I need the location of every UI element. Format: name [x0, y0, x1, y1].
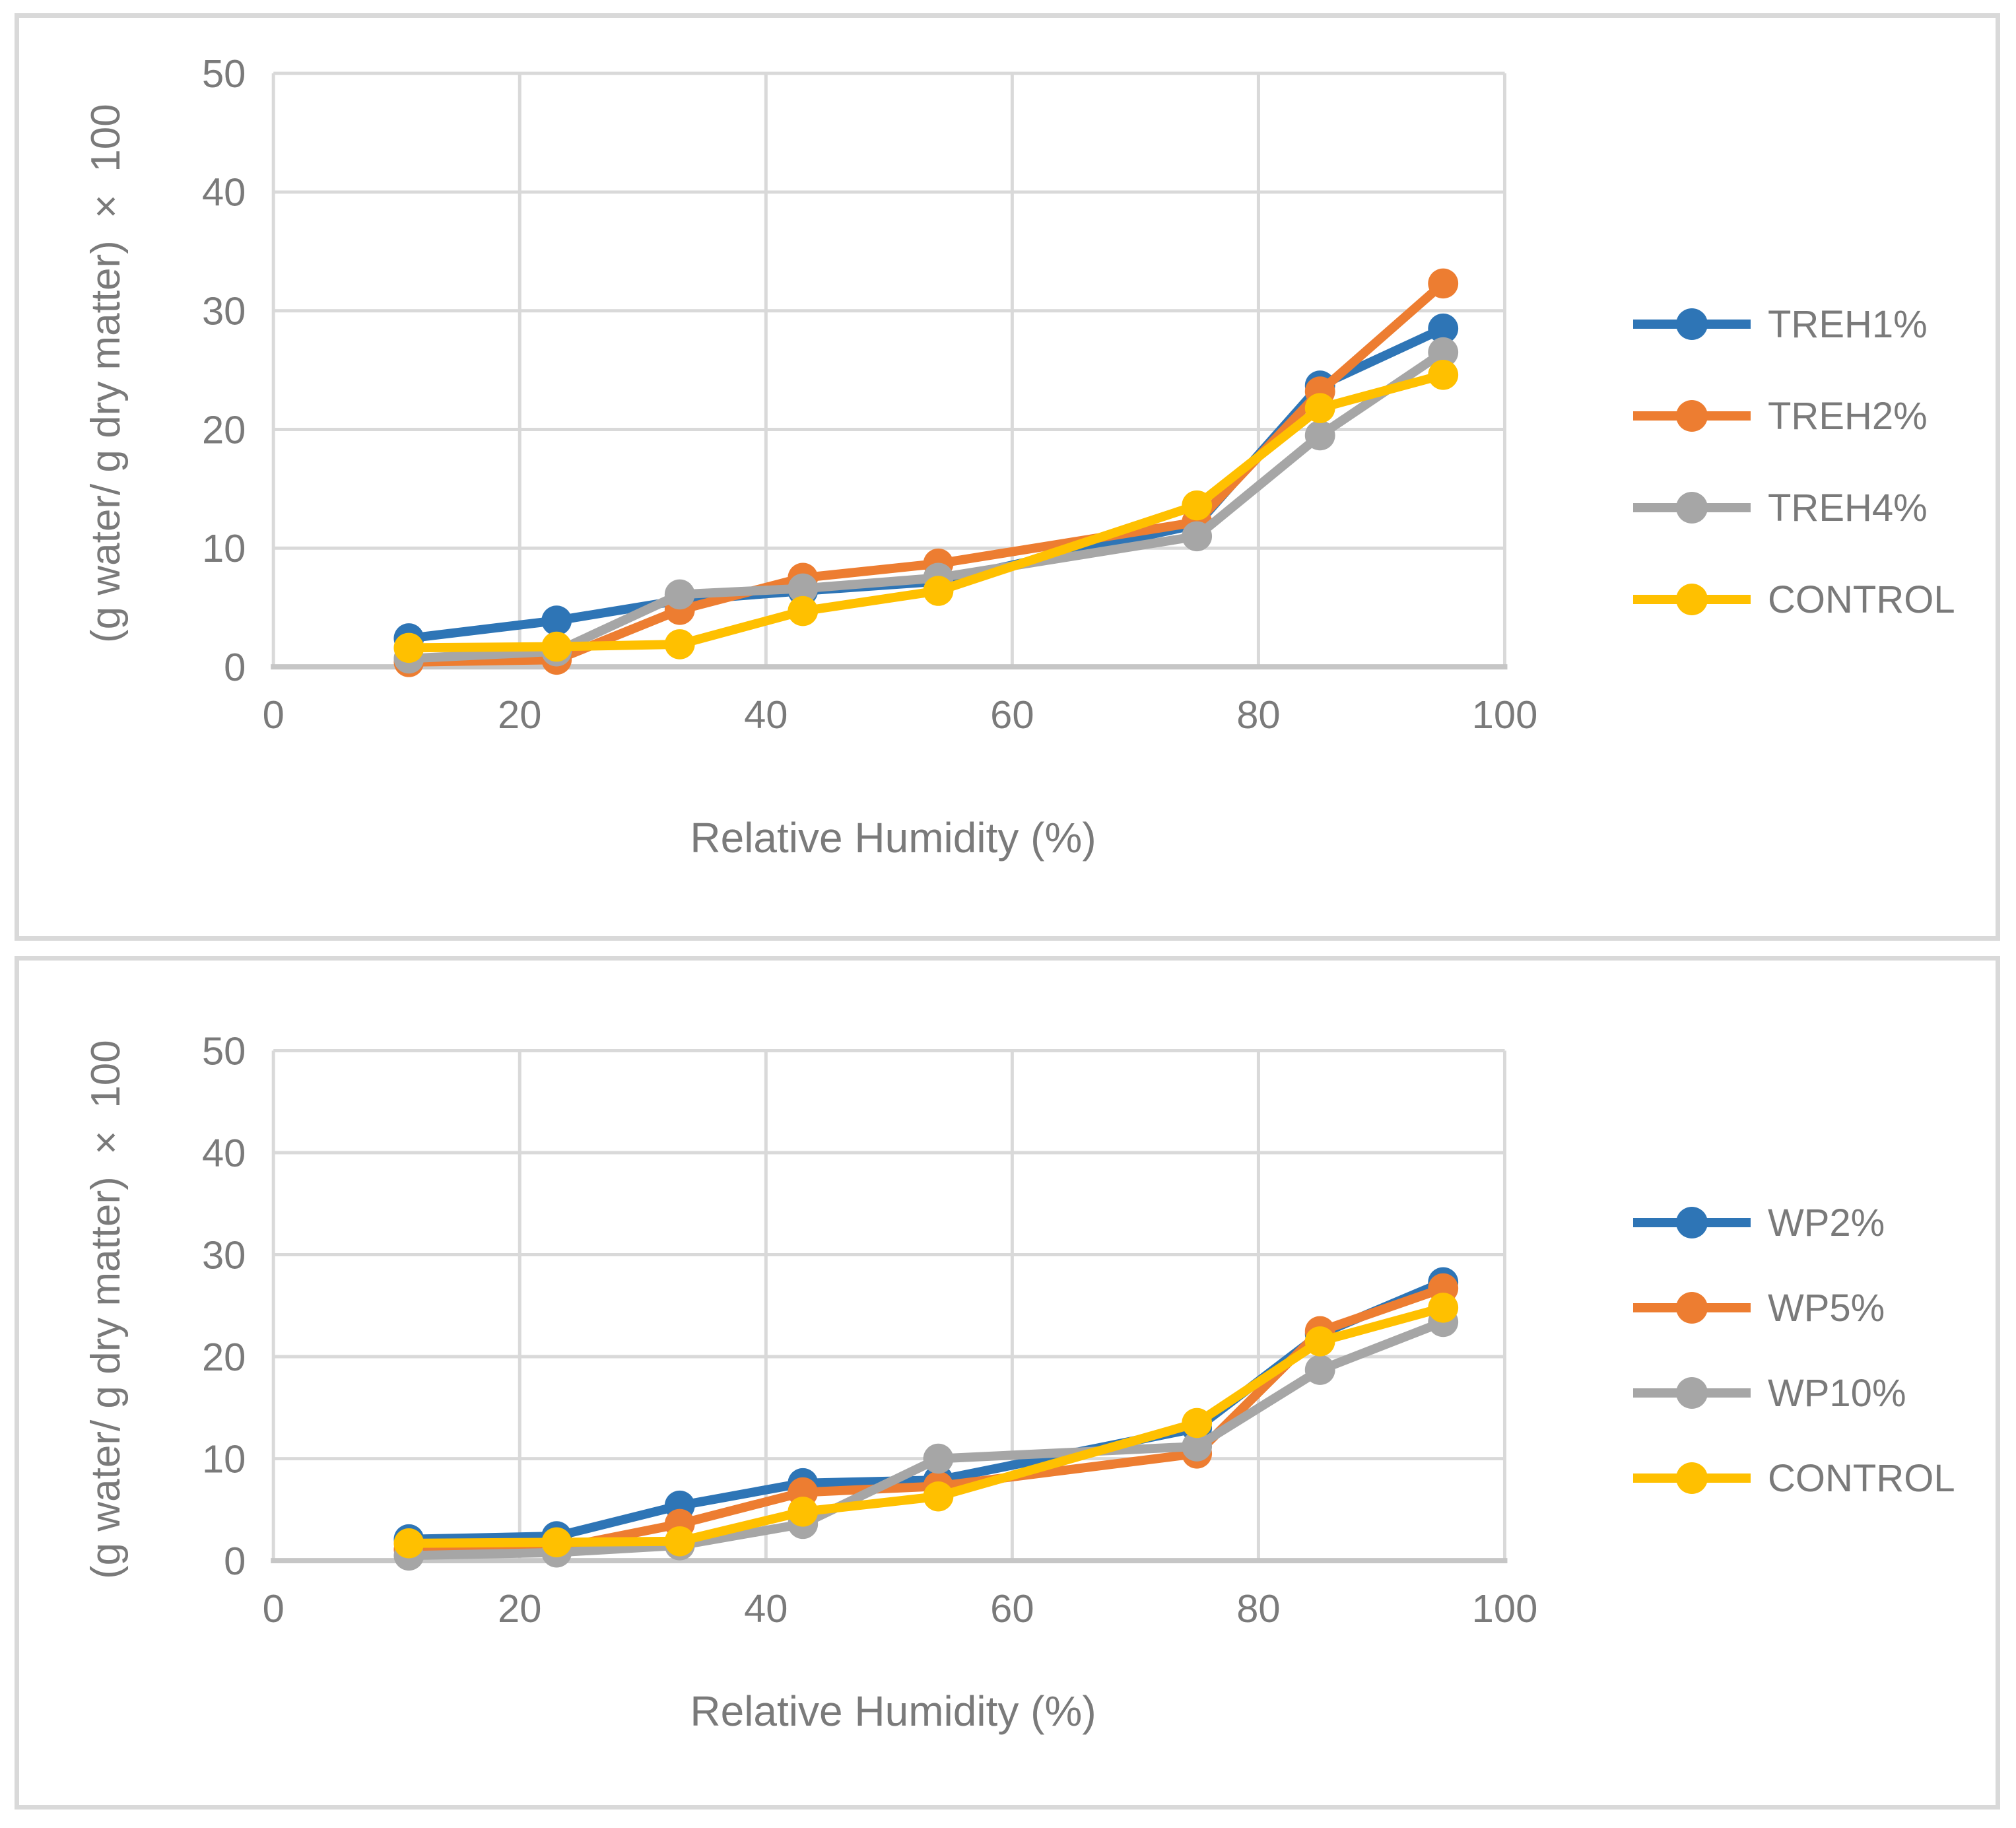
legend-label: TREH1%: [1768, 302, 1928, 346]
series-line-TREH2%: [404, 279, 1448, 667]
legend-label: TREH4%: [1768, 486, 1928, 529]
data-point-TREH4%: [664, 579, 695, 610]
data-point-TREH4%: [1182, 521, 1213, 552]
x-tick-label: 0: [263, 693, 285, 737]
series-line-CONTROL: [404, 1303, 1448, 1548]
legend-label: WP10%: [1768, 1371, 1906, 1415]
y-tick-label: 10: [202, 526, 246, 570]
data-point-TREH4%: [1428, 337, 1459, 368]
data-point-WP10%: [1182, 1431, 1213, 1462]
data-point-CONTROL: [788, 595, 819, 626]
legend-marker-dot: [1676, 492, 1708, 524]
y-tick-label: 50: [202, 51, 246, 96]
legend-item-TREH1%: TREH1%: [1633, 294, 1928, 355]
x-tick-label: 40: [744, 1586, 788, 1631]
data-point-CONTROL: [1182, 490, 1213, 521]
legend-label: TREH2%: [1768, 394, 1928, 438]
data-point-CONTROL: [393, 632, 424, 663]
legend-marker-dot: [1676, 1377, 1708, 1409]
y-tick-label: 20: [202, 1335, 246, 1379]
x-axis-title: Relative Humidity (%): [690, 814, 1096, 862]
x-tick-label: 40: [744, 693, 788, 737]
legend-label: CONTROL: [1768, 1456, 1955, 1500]
legend-key-icon: [1633, 492, 1751, 524]
legend-item-WP5%: WP5%: [1633, 1277, 1885, 1338]
legend-label: WP5%: [1768, 1286, 1885, 1330]
legend-label: WP2%: [1768, 1201, 1885, 1244]
y-tick-label: 30: [202, 289, 246, 333]
data-point-TREH4%: [788, 573, 819, 604]
legend-key-icon: [1633, 584, 1751, 615]
data-point-TREH1%: [541, 605, 572, 636]
x-tick-label: 0: [263, 1586, 285, 1631]
data-point-CONTROL: [1182, 1407, 1213, 1439]
legend-marker-dot: [1676, 1207, 1708, 1238]
legend-key-icon: [1633, 1207, 1751, 1238]
y-tick-label: 0: [224, 645, 246, 689]
y-tick-label: 10: [202, 1437, 246, 1481]
data-point-CONTROL: [541, 631, 572, 662]
legend-label: CONTROL: [1768, 578, 1955, 621]
legend-key-icon: [1633, 1292, 1751, 1324]
treh-chart-canvas: 0 10 20 30 40 50 0 20 40 60 80 100: [202, 51, 1538, 737]
data-point-TREH4%: [1304, 420, 1335, 451]
x-tick-label: 80: [1236, 1586, 1280, 1631]
x-tick-label: 20: [498, 1586, 541, 1631]
data-point-WP10%: [1304, 1355, 1335, 1385]
data-point-CONTROL: [1428, 360, 1459, 390]
legend-item-WP10%: WP10%: [1633, 1363, 1906, 1423]
data-point-CONTROL: [923, 1481, 954, 1512]
x-tick-label: 60: [990, 1586, 1034, 1631]
data-point-CONTROL: [788, 1497, 819, 1527]
legend-key-icon: [1633, 400, 1751, 432]
legend-item-CONTROL: CONTROL: [1633, 569, 1955, 630]
data-point-CONTROL: [923, 576, 954, 606]
data-point-TREH1%: [1428, 313, 1459, 344]
legend-marker-dot: [1676, 584, 1708, 615]
y-tick-label: 20: [202, 407, 246, 452]
y-tick-label: 30: [202, 1233, 246, 1277]
x-tick-label: 100: [1472, 1586, 1538, 1631]
legend-item-TREH4%: TREH4%: [1633, 477, 1928, 538]
x-tick-label: 80: [1236, 693, 1280, 737]
legend-key-icon: [1633, 1462, 1751, 1494]
legend-marker-dot: [1676, 400, 1708, 432]
legend-item-TREH2%: TREH2%: [1633, 386, 1928, 446]
x-tick-label: 100: [1472, 693, 1538, 737]
y-tick-label: 50: [202, 1029, 246, 1073]
series-line-CONTROL: [404, 370, 1448, 653]
legend-marker-dot: [1676, 1462, 1708, 1494]
wp-chart-canvas: 0 10 20 30 40 50 0 20 40 60 80 100: [202, 1029, 1538, 1631]
series-line-WP10%: [404, 1317, 1448, 1561]
legend-marker-dot: [1676, 308, 1708, 340]
chart-panel-wp: (g water/ g dry matter) × 100 0 10 20 30 40 5…: [15, 956, 2000, 1810]
data-point-CONTROL: [541, 1527, 572, 1557]
data-point-WP10%: [923, 1443, 954, 1474]
series-line-WP5%: [404, 1283, 1448, 1554]
y-tick-label: 40: [202, 170, 246, 215]
x-axis-title: Relative Humidity (%): [690, 1687, 1096, 1735]
data-point-CONTROL: [1304, 1326, 1335, 1357]
y-tick-label: 40: [202, 1131, 246, 1175]
chart-panel-treh: (g water/ g dry matter) × 100 0 10 20 30 40 5…: [15, 13, 2000, 941]
legend-marker-dot: [1676, 1292, 1708, 1324]
data-point-CONTROL: [1304, 393, 1335, 423]
data-point-CONTROL: [1428, 1293, 1459, 1323]
x-tick-label: 60: [990, 693, 1034, 737]
legend-item-CONTROL: CONTROL: [1633, 1448, 1955, 1508]
data-point-CONTROL: [664, 1526, 695, 1557]
legend-key-icon: [1633, 1377, 1751, 1409]
y-tick-label: 0: [224, 1539, 246, 1583]
data-point-TREH2%: [1428, 268, 1459, 299]
x-tick-label: 20: [498, 693, 541, 737]
data-point-CONTROL: [664, 629, 695, 660]
legend-item-WP2%: WP2%: [1633, 1192, 1885, 1253]
data-point-CONTROL: [393, 1528, 424, 1559]
legend-key-icon: [1633, 308, 1751, 340]
